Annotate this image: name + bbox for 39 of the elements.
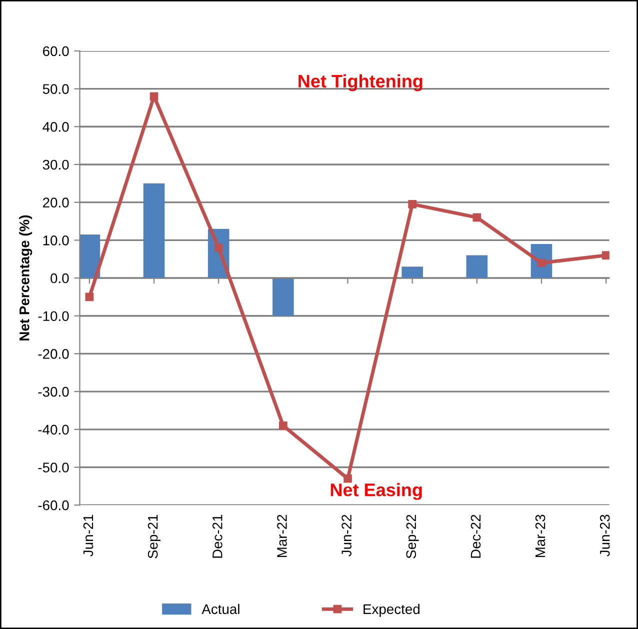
x-tick-label: Mar-23	[535, 514, 546, 558]
y-tick-label: 10.0	[43, 236, 69, 246]
bar	[143, 183, 165, 278]
point	[85, 292, 94, 302]
y-tick-label: -10.0	[38, 311, 69, 322]
point	[150, 92, 158, 101]
y-tick-label: -30.0	[38, 386, 69, 397]
y-tick-label: -40.0	[38, 424, 69, 435]
x-tick-label: Sep-21	[148, 514, 160, 558]
x-tick-label: Mar-22	[277, 514, 287, 558]
y-tick-label: 50.0	[42, 84, 69, 94]
bar	[466, 255, 488, 278]
point	[472, 213, 482, 222]
x-tick-label: Jun-22	[342, 514, 352, 556]
bar	[272, 278, 294, 316]
point	[214, 244, 223, 252]
x-tick-label: Dec-21	[212, 514, 222, 558]
y-tick-label: -50.0	[38, 462, 69, 472]
x-tick-label: Jun-23	[600, 514, 610, 556]
y-tick-label: -60.0	[38, 500, 69, 510]
annotation: Net Easing	[330, 483, 422, 500]
point	[279, 421, 288, 430]
y-tick-label: -20.0	[38, 349, 69, 359]
legend-label: Actual	[202, 604, 240, 614]
x-tick-label: Jun-21	[83, 514, 94, 556]
x-tick-label: Sep-22	[406, 514, 419, 558]
point	[344, 474, 352, 483]
y-tick-label: 0.0	[50, 273, 69, 284]
y-tick-label: 20.0	[43, 198, 69, 208]
y-tick-label: 30.0	[42, 160, 69, 170]
annotation: Net Tightening	[298, 74, 422, 92]
y-axis-title: Net Percentage (%)	[19, 215, 32, 340]
legend-label: Expected	[364, 604, 420, 617]
bar	[402, 266, 423, 278]
x-tick-label: Dec-22	[470, 514, 481, 558]
y-tick-label: 40.0	[42, 122, 69, 132]
point	[602, 251, 610, 260]
point	[408, 200, 416, 208]
y-tick-label: 60.0	[43, 46, 69, 56]
